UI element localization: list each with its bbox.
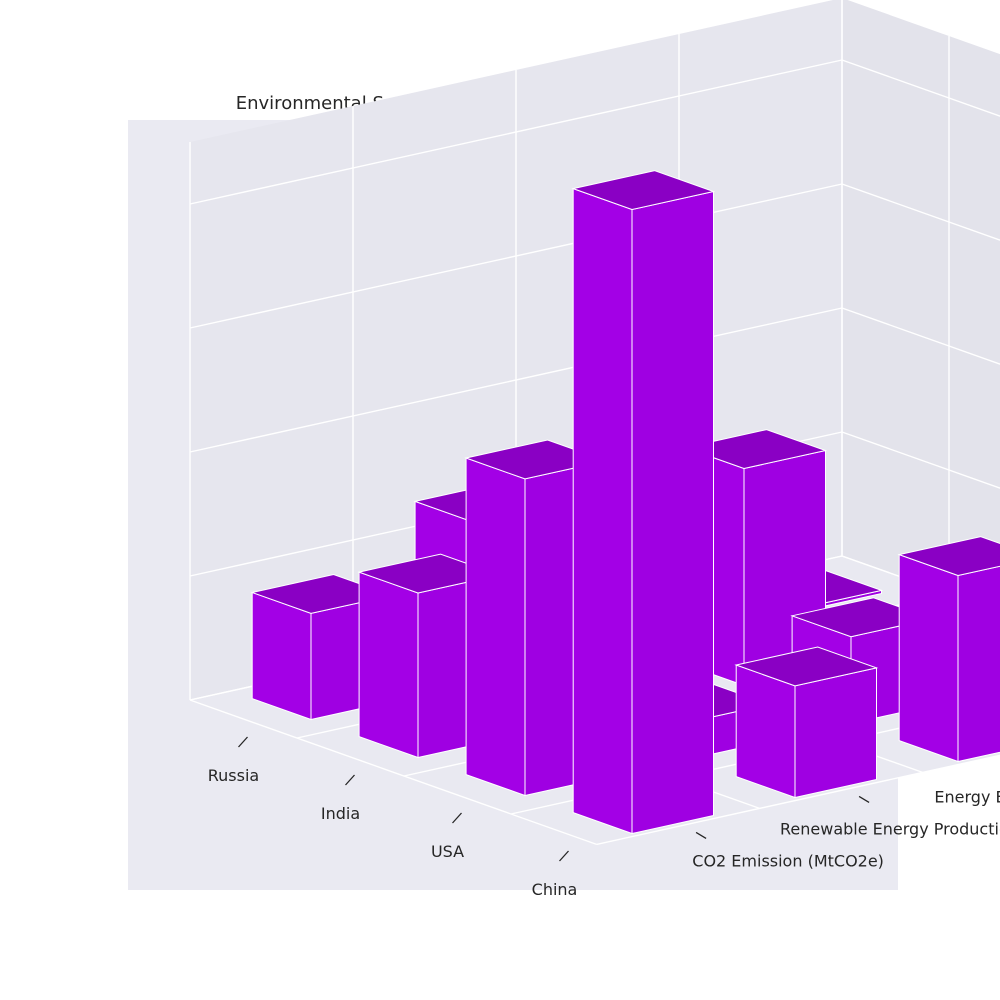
grid-line-floor	[189, 699, 597, 846]
bar-top	[571, 170, 716, 211]
bar-face	[794, 667, 877, 799]
metric-tick	[858, 795, 870, 803]
axis-ticks: Russia India USA China CO2 Emission (MtCO2e)…	[208, 736, 1000, 899]
bar-face	[957, 565, 1000, 763]
bars	[250, 170, 1000, 835]
bar-india-0	[357, 553, 502, 759]
bar-china-0	[571, 170, 716, 835]
bar-face	[735, 664, 796, 799]
grid-line-z-back	[841, 183, 1000, 241]
country-tick-label: Russia	[208, 766, 259, 785]
country-tick	[452, 812, 462, 824]
bar-face	[898, 553, 959, 763]
metric-tick-label: Renewable Energy Production (TWh)	[780, 819, 1000, 838]
bar-face	[251, 591, 312, 721]
grid-line-z-back	[841, 431, 1000, 489]
bar-face	[358, 571, 419, 759]
grid-line-z-back	[841, 307, 1000, 365]
metric-tick-label: Energy Efficiency (MtCO2e/GDP)	[934, 787, 1000, 806]
grid-line-z-back	[841, 59, 1000, 117]
country-tick-label: China	[532, 880, 578, 899]
bar-china-1	[734, 646, 879, 799]
metric-tick-label: CO2 Emission (MtCO2e)	[692, 851, 884, 870]
bar-face	[631, 190, 714, 835]
bar-china-2	[897, 536, 1000, 763]
bar-top	[683, 429, 828, 470]
country-tick	[559, 850, 569, 862]
bar-face	[572, 187, 633, 835]
country-tick	[238, 736, 248, 748]
country-tick-label: USA	[431, 842, 464, 861]
country-tick	[345, 774, 355, 786]
bar-face	[465, 457, 526, 797]
country-tick-label: India	[321, 804, 360, 823]
metric-tick	[695, 831, 707, 839]
back-pane	[842, 0, 1000, 613]
bar-top	[734, 646, 879, 687]
grid-line-floor	[596, 754, 1000, 846]
bar-top	[897, 536, 1000, 577]
